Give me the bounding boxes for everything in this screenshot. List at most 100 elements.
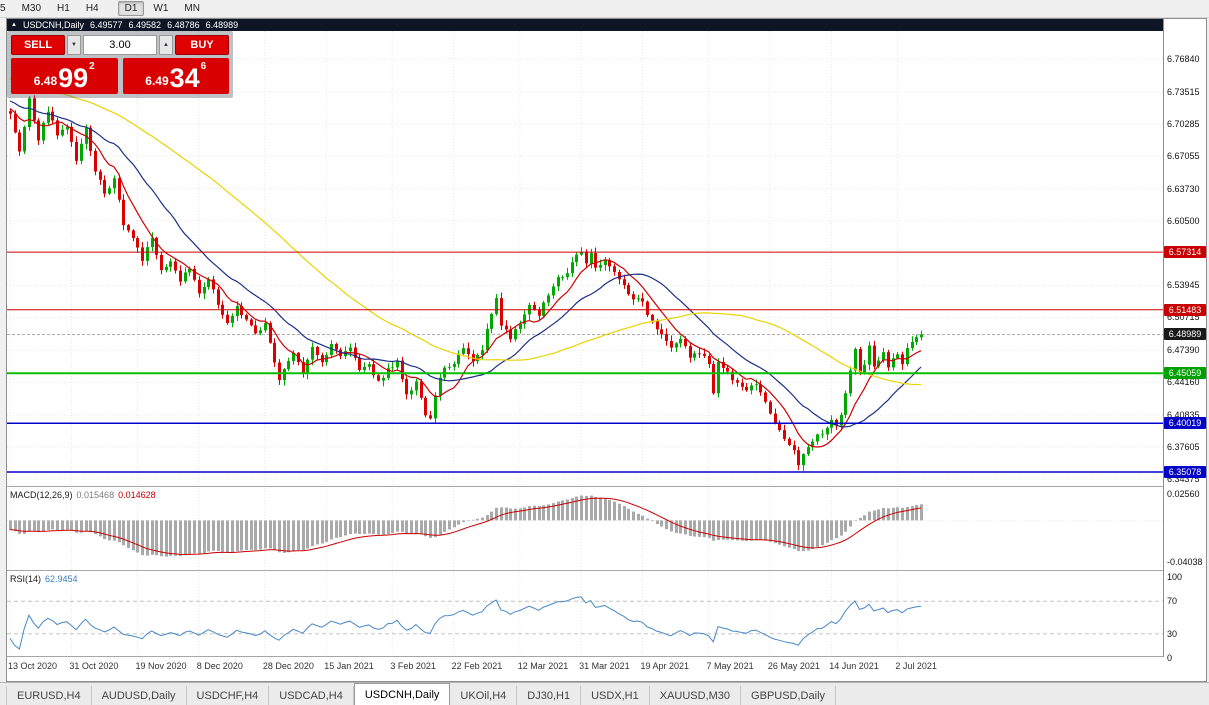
ohlc-open: 6.49577 (89, 20, 123, 30)
ohlc-low: 6.48786 (167, 20, 200, 30)
collapse-icon[interactable]: ▲ (11, 22, 17, 28)
chart-tab-eurusd-h4[interactable]: EURUSD,H4 (6, 686, 92, 705)
price-tick: 6.70285 (1167, 118, 1200, 129)
timeframe-toolbar: 5 M30 H1 H4 D1 W1 MN (0, 0, 1209, 18)
moving-average-20 (9, 100, 922, 428)
triangle-down-icon: ▼ (71, 42, 77, 48)
ask-price-big: 34 (169, 63, 200, 93)
price-badge: 6.40019 (1164, 417, 1206, 430)
price-tick: 6.76840 (1167, 54, 1200, 64)
date-label: 8 Dec 2020 (196, 661, 243, 671)
rsi-scale-label: 100 (1167, 572, 1183, 582)
date-label: 12 Mar 2021 (517, 661, 569, 671)
price-tick: 6.53945 (1167, 280, 1200, 291)
rsi-label: RSI(14) 62.9454 (10, 574, 78, 584)
moving-average-55 (9, 77, 921, 386)
macd-scale-bottom: -0.04038 (1167, 557, 1203, 567)
price-scale: 6.76840 6.73515 6.70285 6.67055 6.63730 6.605… (1163, 19, 1206, 663)
candles (9, 95, 923, 471)
price-tick: 6.34375 (1167, 474, 1200, 484)
rsi-scale-label: 30 (1167, 628, 1178, 639)
date-label: 19 Apr 2021 (640, 661, 690, 671)
timeframe-button-d1[interactable]: D1 (117, 1, 145, 16)
date-label: 31 Mar 2021 (579, 661, 630, 671)
price-tick: 6.50715 (1167, 312, 1200, 323)
chart-tab-usdx-h1[interactable]: USDX,H1 (581, 686, 650, 705)
rsi-line (9, 596, 922, 650)
timeframe-button-m30[interactable]: M30 (21, 3, 42, 14)
ask-price-prefix: 6.49 (145, 74, 169, 88)
moving-average-8 (9, 108, 922, 448)
macd-chart[interactable] (7, 488, 1163, 570)
macd-scale-top: 0.02560 (1167, 489, 1200, 499)
price-tick: 6.73515 (1167, 86, 1200, 97)
price-badge: 6.57314 (1164, 246, 1206, 259)
chart-tab-ukoil-h4[interactable]: UKOil,H4 (450, 686, 518, 705)
date-label: 31 Oct 2020 (69, 661, 119, 671)
bid-price-big: 99 (58, 63, 89, 93)
date-axis: 13 Oct 2020 31 Oct 2020 19 Nov 2020 8 Dec 2… (7, 657, 1206, 681)
chart-tab-gbpusd-daily[interactable]: GBPUSD,Daily (741, 686, 837, 705)
ask-price-pipette: 6 (200, 61, 207, 72)
chart-window: ▲ USDCNH,Daily 6.49577 6.49582 6.48786 6… (6, 18, 1207, 682)
date-label: 26 May 2021 (767, 661, 820, 671)
date-label: 7 May 2021 (706, 661, 754, 671)
bid-price-pipette: 2 (89, 61, 95, 72)
price-badge: 6.45059 (1164, 367, 1206, 380)
date-label: 19 Nov 2020 (135, 661, 187, 671)
main-price-chart[interactable] (7, 31, 1163, 486)
price-tick: 6.37605 (1167, 442, 1200, 453)
price-badge: 6.48989 (1164, 328, 1206, 341)
ohlc-high: 6.49582 (128, 20, 162, 30)
price-badge: 6.51483 (1164, 303, 1206, 316)
chart-tab-xauusd-m30[interactable]: XAUUSD,M30 (650, 686, 742, 705)
chart-tab-usdcnh-daily[interactable]: USDCNH,Daily (353, 683, 451, 705)
price-tick: 6.40835 (1167, 410, 1200, 421)
bid-price-display[interactable]: 6.48 99 2 (11, 58, 118, 94)
timeframe-button-5[interactable]: 5 (0, 3, 6, 14)
buy-button[interactable]: BUY (175, 35, 229, 55)
chart-tab-usdchf-h4[interactable]: USDCHF,H4 (187, 686, 270, 705)
date-label: 22 Feb 2021 (451, 661, 503, 671)
price-tick: 6.60500 (1167, 215, 1200, 226)
timeframe-button-h1[interactable]: H1 (57, 3, 70, 14)
timeframe-button-h4[interactable]: H4 (85, 3, 99, 14)
panel-divider (7, 656, 1206, 657)
chart-tab-bar: EURUSD,H4 AUDUSD,Daily USDCHF,H4 USDCAD,H4 U… (0, 682, 1209, 705)
price-badge: 6.35078 (1164, 466, 1206, 479)
macd-signal-line (9, 497, 922, 556)
date-label: 2 Jul 2021 (895, 661, 937, 671)
date-label: 15 Jan 2021 (324, 661, 374, 671)
macd-histogram (9, 495, 923, 557)
panel-divider[interactable] (7, 486, 1206, 488)
date-label: 14 Jun 2021 (829, 661, 879, 671)
rsi-scale-label: 70 (1167, 596, 1178, 607)
timeframe-button-mn[interactable]: MN (184, 3, 200, 14)
lot-decrease-button[interactable]: ▼ (67, 35, 81, 55)
date-label: 28 Dec 2020 (262, 661, 314, 671)
ask-price-display[interactable]: 6.49 34 6 (122, 58, 229, 94)
chart-tab-dj30-h1[interactable]: DJ30,H1 (517, 686, 582, 705)
rsi-scale-label: 0 (1167, 653, 1173, 663)
rsi-chart[interactable] (7, 572, 1163, 656)
ohlc-close: 6.48989 (205, 20, 239, 30)
lot-size-input[interactable] (83, 35, 157, 55)
chart-title: USDCNH,Daily (22, 20, 84, 30)
macd-label: MACD(12,26,9) 0.015468 0.014628 (10, 490, 156, 500)
date-label: 13 Oct 2020 (8, 661, 58, 671)
price-tick: 6.63730 (1167, 183, 1200, 194)
chart-tab-usdcad-h4[interactable]: USDCAD,H4 (269, 686, 354, 705)
date-label: 3 Feb 2021 (390, 661, 436, 671)
chart-header: ▲ USDCNH,Daily 6.49577 6.49582 6.48786 6… (7, 19, 1163, 31)
sell-button[interactable]: SELL (11, 35, 65, 55)
panel-divider[interactable] (7, 570, 1206, 572)
chart-tab-audusd-daily[interactable]: AUDUSD,Daily (92, 686, 187, 705)
price-tick: 6.44160 (1167, 377, 1200, 388)
bid-price-prefix: 6.48 (33, 74, 58, 88)
one-click-trading-panel: SELL ▼ ▲ BUY 6.48 99 2 6.49 34 6 (7, 31, 233, 98)
timeframe-button-w1[interactable]: W1 (153, 3, 169, 14)
price-tick: 6.47390 (1167, 345, 1200, 356)
lot-increase-button[interactable]: ▲ (159, 35, 173, 55)
triangle-up-icon: ▲ (163, 42, 169, 48)
price-tick: 6.67055 (1167, 150, 1200, 161)
